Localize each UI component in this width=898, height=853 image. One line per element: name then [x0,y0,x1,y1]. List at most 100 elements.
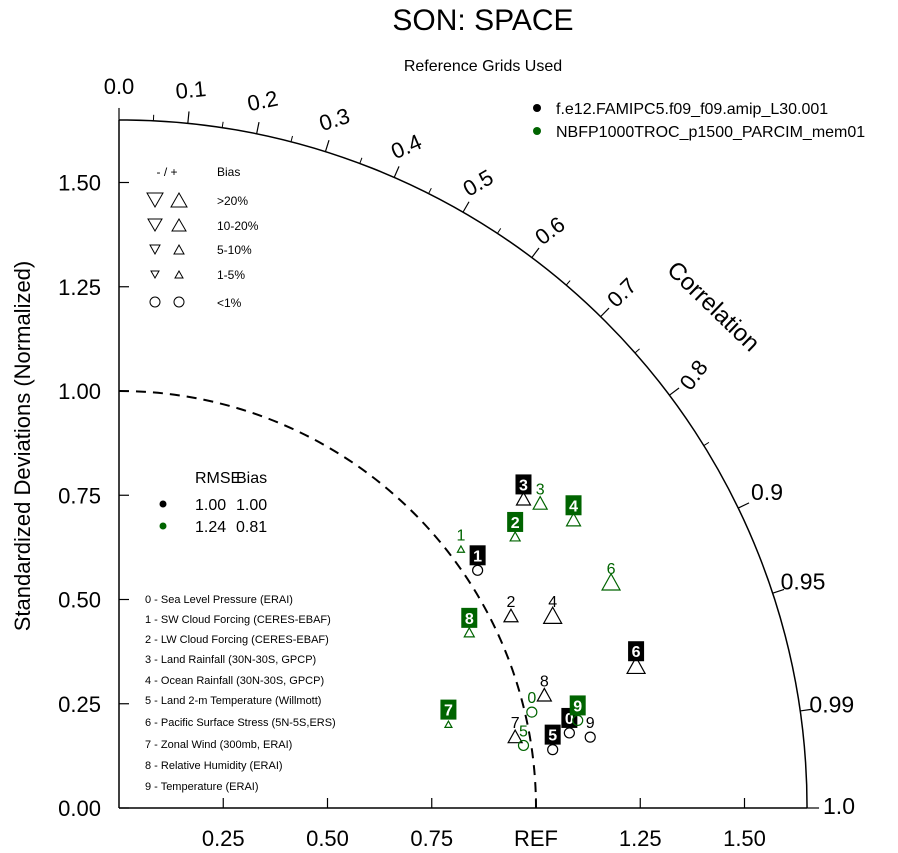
up-triangle-icon [173,243,185,255]
correlation-tick [600,307,610,318]
down-triangle-icon [146,192,164,209]
variable-key-item: 5 - Land 2-m Temperature (Willmott) [145,695,321,707]
x-tick-label: 0.75 [410,826,453,851]
model-legend-marker [533,104,541,112]
data-point-label: 5 [519,723,528,740]
x-tick-label: 1.50 [723,826,766,851]
correlation-minor-tick [565,280,571,286]
summary-rmse-value: 1.24 [195,519,226,536]
down-triangle-icon [149,244,161,256]
data-point-label: 2 [511,515,520,532]
axes: 0.000.250.500.751.001.251.500.25 0.50 0.75… [58,74,855,851]
down-triangle-icon [150,270,160,280]
variable-key-item: 2 - LW Cloud Forcing (CERES-EBAF) [145,634,329,646]
summary-bias-value: 0.81 [236,519,267,536]
variable-key-item: 7 - Zonal Wind (300mb, ERAI) [145,739,292,751]
correlation-minor-tick [359,157,363,164]
data-point-label: 2 [507,594,516,611]
data-point-label: 1 [473,548,482,565]
variable-key-item: 4 - Ocean Rainfall (30N-30S, GPCP) [145,675,324,687]
variable-key-item: 0 - Sea Level Pressure (ERAI) [145,594,293,606]
data-point-circle [563,727,575,739]
correlation-tick-label: 0.5 [459,164,498,201]
y-axis-label: Standardized Deviations (Normalized) [10,261,35,632]
model-legend: f.e12.FAMIPC5.f09_f09.amip_L30.001 NBFP1… [533,101,865,141]
variable-key-item: 8 - Relative Humidity (ERAI) [145,760,283,772]
data-point-triangle [509,530,522,542]
data-point-label-box [515,474,532,495]
correlation-tick-label: 0.4 [387,129,425,164]
data-point-triangle [565,512,582,527]
data-point-triangle [601,572,622,591]
correlation-tick-label: 0.2 [245,86,280,117]
data-point-label: 3 [519,477,528,494]
correlation-tick-label: 0.7 [602,273,641,312]
correlation-minor-tick [428,187,432,194]
correlation-minor-tick [497,228,502,234]
data-point-label: 8 [465,611,474,628]
data-point-triangle [443,719,453,728]
chart-title: SON: SPACE [392,4,573,37]
bias-legend-label: >20% [217,194,248,208]
reference-arc [118,390,537,809]
data-point-label: 9 [586,715,595,732]
correlation-tick [772,588,785,594]
data-point-triangle [536,687,553,702]
correlation-tick [462,201,470,213]
data-point-label: 4 [569,498,578,515]
data-point-label-box [628,641,645,662]
y-tick-label: 0.00 [58,796,101,821]
summary-rmse-value: 1.00 [195,497,226,514]
correlation-tick [800,708,813,712]
model-legend-label: NBFP1000TROC_p1500_PARCIM_mem01 [556,124,865,141]
data-point-label-box [507,511,524,532]
data-point-label: 4 [548,594,557,611]
data-point-label: 6 [607,561,616,578]
correlation-minor-tick [634,348,640,354]
circle-icon [173,296,185,308]
correlation-tick [324,140,330,152]
correlation-tick [187,111,190,124]
data-point-circle [584,731,596,743]
data-point-label-box [461,607,478,628]
correlation-minor-tick [221,121,224,128]
y-tick-label: 0.75 [58,483,101,508]
data-point-triangle [507,728,524,744]
data-point-label: 7 [444,703,453,720]
data-point-label: 3 [536,482,545,499]
correlation-tick [669,387,680,396]
y-tick-label: 1.25 [58,275,101,300]
data-point-label: 0 [527,690,536,707]
up-triangle-icon [171,218,187,232]
data-point-triangle [515,491,532,506]
summary-legend: RMSE Bias 1.00 1.00 1.24 0.81 [159,470,267,536]
data-point-circle [472,564,484,576]
data-point-label-box [565,495,582,516]
variable-key-item: 1 - SW Cloud Forcing (CERES-EBAF) [145,614,331,626]
bias-legend: - / + Bias >20% 10-20% 5-10% 1-5% <1% [146,165,259,310]
summary-bias-value: 1.00 [236,497,267,514]
variable-key: 0 - Sea Level Pressure (ERAI) 1 - SW Clo… [145,594,336,793]
data-point-label: 6 [632,644,641,661]
down-triangle-icon [147,218,163,232]
correlation-tick-label: 0.6 [530,211,569,249]
x-tick-label: 0.25 [202,826,245,851]
bias-legend-row: <1% [149,296,242,310]
data-point-label-box [469,545,486,566]
correlation-tick-label: 0.99 [809,691,854,717]
data-point-circle [526,706,538,718]
bias-legend-row: >20% [146,191,248,209]
variable-key-item: 6 - Pacific Surface Stress (5N-5S,ERS) [145,717,336,729]
y-tick-label: 0.25 [58,692,101,717]
correlation-tick-label: 0.0 [104,74,135,99]
bias-legend-label: 5-10% [217,243,252,257]
correlation-tick [531,247,540,258]
circle-icon [149,296,161,308]
variable-key-item: 9 - Temperature (ERAI) [145,781,259,793]
bias-legend-bias-header: Bias [217,165,240,179]
x-tick-label: REF [514,826,558,851]
variable-key-item: 3 - Land Rainfall (30N-30S, GPCP) [145,654,316,666]
data-point-circle [517,739,530,752]
correlation-minor-tick [703,441,710,446]
summary-bias-header: Bias [236,470,267,487]
